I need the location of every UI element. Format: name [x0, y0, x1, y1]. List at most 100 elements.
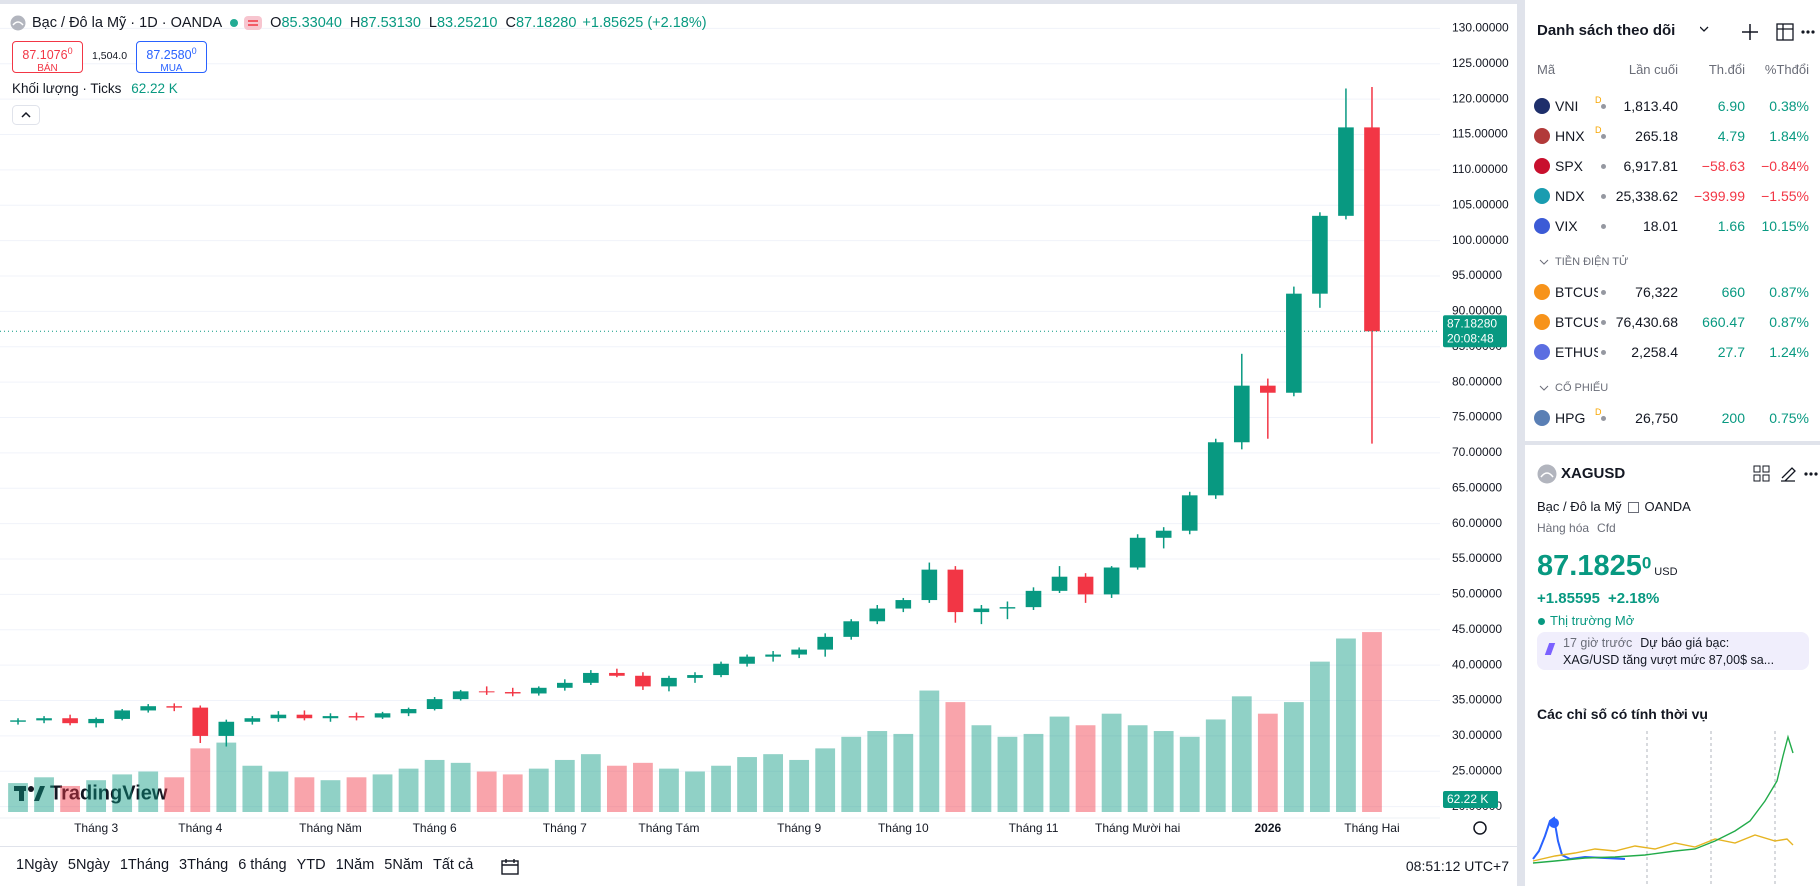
bid-price-sup: 0: [67, 46, 73, 56]
range-button[interactable]: 1Năm: [335, 857, 375, 873]
candle-body: [1312, 215, 1328, 294]
last-price: 265.18: [1635, 128, 1678, 144]
delay-flag: D: [1595, 125, 1602, 135]
ohlc-letter: H: [349, 15, 361, 31]
range-button[interactable]: Tất cả: [432, 857, 474, 873]
x-tick-label: Tháng 4: [178, 821, 222, 835]
watchlist-row[interactable]: VIX 18.01 1.66 10.15%: [1525, 216, 1820, 236]
volume-bar: [268, 771, 289, 812]
range-button[interactable]: 5Ngày: [67, 857, 110, 873]
volume-bar: [789, 759, 810, 812]
volume-bar: [659, 768, 679, 812]
volume-bar: [164, 777, 185, 812]
range-button[interactable]: 3Tháng: [179, 857, 229, 873]
section-title: TIỀN ĐIỆN TỬ: [1555, 256, 1629, 268]
candle-body: [635, 675, 651, 687]
candle-body: [765, 654, 781, 657]
clock: 08:51:12 UTC+7: [1405, 858, 1509, 874]
ohlc-value: 83.25210: [436, 15, 498, 31]
watchlist-tools[interactable]: [1700, 23, 1815, 41]
volume-bar: [320, 780, 341, 812]
candle-body: [36, 718, 52, 721]
watchlist-row[interactable]: HNX D 265.18 4.79 1.84%: [1525, 125, 1820, 146]
detail-symbol-icon: [1537, 464, 1557, 484]
x-tick-label: Tháng Năm: [299, 821, 362, 835]
y-tick-label: 130.00000: [1452, 20, 1509, 34]
detail-tools[interactable]: [1753, 465, 1818, 483]
watchlist-row[interactable]: ETHUSD 2,258.4 27.7 1.24%: [1525, 342, 1820, 362]
change: 6.90: [1717, 98, 1745, 114]
volume-bar: [763, 754, 784, 812]
candle-body: [1233, 385, 1250, 443]
buy-button[interactable]: 87.25800 MUA: [136, 41, 207, 74]
ohlc-value: 87.53130: [360, 15, 421, 31]
symbol: SPX: [1555, 158, 1584, 174]
detail-name-line: Bạc / Đô la Mỹ OANDA: [1537, 497, 1691, 517]
volume-bar: [1127, 725, 1148, 812]
change: 660.47: [1702, 314, 1745, 330]
detail-name: Bạc / Đô la Mỹ: [1537, 499, 1622, 514]
change: −58.63: [1701, 158, 1745, 174]
volume-bar: [606, 765, 627, 812]
spread: 1,504.0: [92, 50, 128, 62]
candle-body: [921, 569, 938, 601]
watchlist-row[interactable]: VNI D 1,813.40 6.90 0.38%: [1525, 95, 1820, 116]
news-text: XAG/USD tăng vượt mức 87,00$ sa...: [1563, 653, 1775, 667]
y-tick-label: 30.00000: [1452, 728, 1502, 742]
status-dot: [1601, 290, 1606, 295]
y-tick-label: 35.00000: [1452, 693, 1502, 707]
candle-body: [1051, 576, 1068, 591]
last-price: 26,750: [1635, 410, 1678, 426]
x-tick-label: 2026: [1254, 821, 1281, 835]
watchlist-row[interactable]: BTCUSD 76,430.68 660.47 0.87%: [1525, 312, 1820, 332]
candle-body: [609, 672, 625, 676]
last-price-box: [1443, 315, 1507, 348]
volume-bar: [971, 725, 992, 812]
candle-body: [869, 608, 886, 622]
settings-icon[interactable]: [1473, 821, 1487, 835]
news-line-1: 17 giờ trước Dự báo giá bạc:: [1563, 633, 1729, 653]
change: 660: [1721, 284, 1745, 300]
range-button[interactable]: 6 tháng: [238, 857, 287, 873]
candle-body: [270, 714, 287, 719]
candle-body: [947, 569, 964, 613]
volume-bar: [893, 733, 914, 812]
news-card[interactable]: [1537, 632, 1809, 670]
volume-bar: [372, 774, 393, 812]
detail-symbol: XAGUSD: [1561, 465, 1626, 482]
collapse-button[interactable]: [12, 105, 40, 125]
watermark: TradingView: [50, 782, 168, 804]
symbol-title[interactable]: Bạc / Đô la Mỹ · 1D · OANDA: [32, 15, 223, 31]
volume-bar: [60, 785, 80, 812]
range-button[interactable]: 5Năm: [384, 857, 423, 873]
last-volume-box: [1443, 791, 1498, 808]
volume-legend: Khối lượng · Ticks 62.22 K: [12, 81, 178, 96]
y-tick-label: 70.00000: [1452, 445, 1502, 459]
watchlist-row[interactable]: HPG D 26,750 200 0.75%: [1525, 407, 1820, 428]
watchlist-row[interactable]: BTCUSD 76,322 660 0.87%: [1525, 282, 1820, 302]
range-button[interactable]: YTD: [296, 857, 326, 873]
status-dot: [1601, 320, 1606, 325]
x-tick-label: Tháng 3: [74, 821, 118, 835]
volume-bar: [86, 780, 107, 812]
watchlist-row[interactable]: SPX 6,917.81 −58.63 −0.84%: [1525, 156, 1820, 176]
symbol: ETHUSD: [1555, 344, 1598, 360]
range-button[interactable]: 1Ngày: [16, 857, 58, 873]
section-chevron[interactable]: [1539, 257, 1549, 267]
symbol-icon: [1534, 314, 1550, 330]
symbol-icon: [10, 15, 26, 31]
sell-button[interactable]: 87.10760 BÁN: [12, 41, 83, 74]
y-tick-label: 45.00000: [1452, 622, 1502, 636]
date-range-icon[interactable]: [500, 857, 520, 877]
range-button[interactable]: 1Tháng: [119, 857, 170, 873]
x-tick-label: Tháng Tám: [638, 821, 699, 835]
status-dot: [1601, 416, 1606, 421]
status-dot: [1601, 224, 1606, 229]
section-chevron[interactable]: [1539, 383, 1549, 393]
x-tick-label: Tháng 11: [1009, 821, 1059, 835]
watchlist-row[interactable]: NDX 25,338.62 −399.99 −1.55%: [1525, 186, 1820, 206]
volume-bar: [1283, 702, 1304, 812]
news-headline: Dự báo giá bạc:: [1640, 636, 1730, 650]
change-pct: −1.55%: [1761, 188, 1809, 204]
watchlist-title[interactable]: Danh sách theo dõi: [1537, 22, 1676, 39]
